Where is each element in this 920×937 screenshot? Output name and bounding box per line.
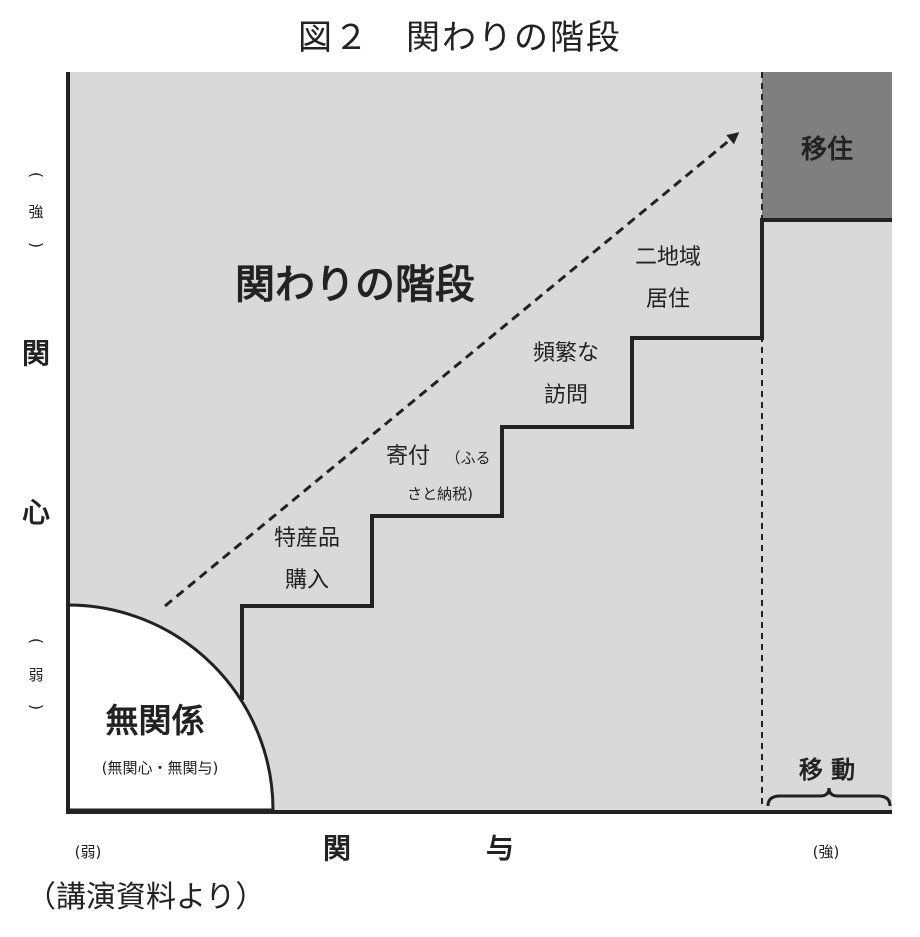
y-axis-high-close-paren: ): [27, 242, 46, 248]
x-axis-label-char1: 関: [323, 832, 351, 865]
step-4-line1: 二地域: [635, 245, 701, 270]
no-relation-region: [66, 603, 275, 812]
step-3-line2: 訪問: [544, 383, 588, 408]
step-4-line2: 居住: [646, 287, 690, 312]
no-relation-sublabel: (無関心・無関与): [102, 759, 219, 777]
step-1-line1: 特産品: [274, 526, 340, 551]
y-axis-low-label: 弱: [28, 666, 43, 684]
x-axis-high-label: (強): [813, 843, 840, 861]
x-axis-low-label: (弱): [75, 843, 102, 861]
y-axis-label-char2: 心: [22, 496, 50, 529]
step-1-line2: 購入: [285, 568, 329, 593]
progress-arrow: [164, 132, 740, 608]
y-axis-label-char1: 関: [22, 337, 50, 370]
staircase-line: [240, 218, 892, 700]
step-2-line2: さと納税): [407, 485, 473, 503]
stair-title: 関わりの階段: [235, 262, 475, 308]
relocation-box: [762, 72, 892, 220]
figure-title: 図２ 関わりの階段: [298, 18, 622, 58]
relocation-label: 移住: [801, 134, 853, 165]
y-axis-high-open-paren: (: [27, 172, 46, 178]
movement-label: 移 動: [799, 756, 855, 784]
source-caption: （講演資料より）: [26, 880, 266, 915]
y-axis-low-open-paren: (: [27, 638, 46, 644]
y-axis-low-close-paren: ): [27, 704, 46, 710]
step-2-line1-small: （ふる: [445, 449, 490, 467]
step-2-line1: 寄付: [386, 444, 430, 469]
x-axis-label-char2: 与: [486, 832, 514, 865]
step-3-line1: 頻繁な: [533, 341, 599, 366]
movement-brace: [766, 787, 892, 807]
y-axis-high-label: 強: [28, 203, 43, 221]
no-relation-label: 無関係: [106, 701, 205, 740]
